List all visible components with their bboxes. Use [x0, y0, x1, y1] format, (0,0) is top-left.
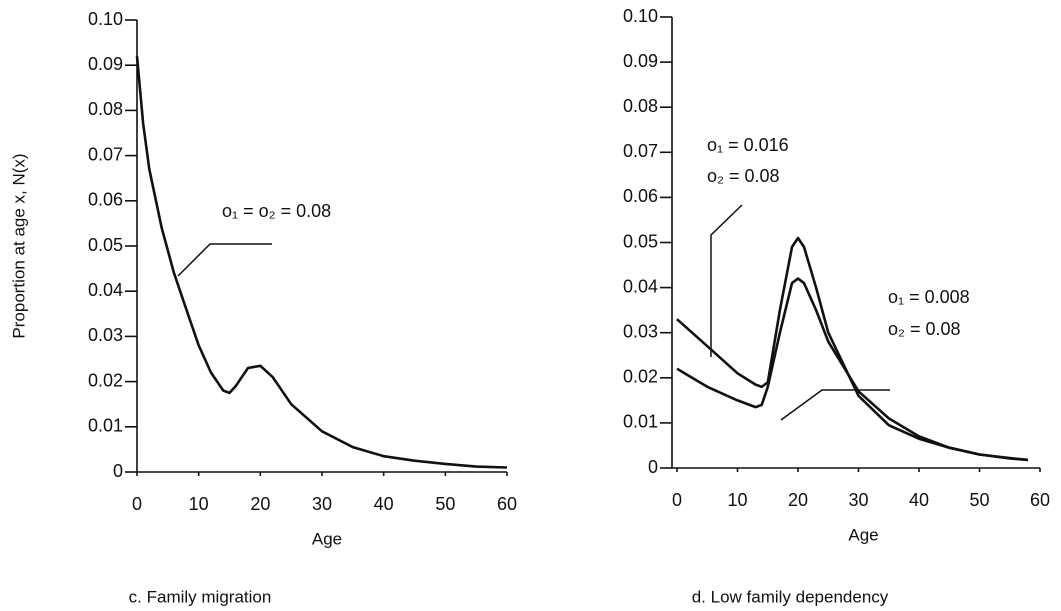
y-tick-label: 0.06 [88, 190, 123, 210]
annotation: o₁ = 0.016 [707, 135, 789, 155]
y-tick-label: 0.08 [88, 99, 123, 119]
x-tick-label: 30 [848, 490, 868, 510]
y-tick-label: 0.08 [623, 96, 658, 116]
annotation: o₁ = 0.008 [888, 287, 970, 307]
data-line [676, 236, 1029, 462]
x-axis-label: Age [848, 525, 878, 544]
y-tick-label: 0.09 [88, 54, 123, 74]
axis [136, 20, 507, 473]
y-tick-label: 0.01 [88, 416, 123, 436]
y-tick-label: 0.07 [623, 141, 658, 161]
x-tick-label: 50 [435, 494, 455, 514]
x-tick-label: 20 [788, 490, 808, 510]
y-tick-label: 0.03 [623, 321, 658, 341]
annotation: o₁ = o₂ = 0.08 [222, 201, 331, 221]
x-tick-label: 40 [909, 490, 929, 510]
y-tick-label: 0.06 [623, 186, 658, 206]
annotation: o₂ = 0.08 [707, 166, 780, 186]
y-tick-label: 0.01 [623, 412, 658, 432]
x-tick-label: 30 [312, 494, 332, 514]
x-tick-label: 10 [189, 494, 209, 514]
y-tick-label: 0.04 [88, 280, 123, 300]
y-tick-label: 0.07 [88, 144, 123, 164]
x-tick-label: 0 [672, 490, 682, 510]
y-tick-label: 0 [648, 457, 658, 477]
axis [671, 17, 1040, 469]
x-tick-label: 20 [250, 494, 270, 514]
y-tick-label: 0.03 [88, 325, 123, 345]
annotation: o₂ = 0.08 [888, 319, 961, 339]
x-axis-label: Age [312, 529, 342, 548]
x-tick-label: 0 [132, 494, 142, 514]
x-tick-label: 60 [1030, 490, 1050, 510]
leader-line [710, 204, 743, 357]
x-tick-label: 10 [727, 490, 747, 510]
x-tick-label: 50 [969, 490, 989, 510]
y-tick-label: 0.10 [88, 9, 123, 29]
y-tick-label: 0.09 [623, 51, 658, 71]
y-tick-label: 0.02 [623, 367, 658, 387]
y-axis-label: Proportion at age x, N(x) [9, 153, 28, 338]
y-tick-label: 0.05 [88, 235, 123, 255]
x-tick-label: 60 [497, 494, 517, 514]
data-line [135, 56, 508, 469]
x-tick-label: 40 [374, 494, 394, 514]
caption: d. Low family dependency [692, 587, 889, 606]
y-tick-label: 0.02 [88, 370, 123, 390]
leader-line [177, 243, 272, 277]
y-tick-label: 0 [113, 461, 123, 481]
y-tick-label: 0.10 [623, 6, 658, 26]
y-tick-label: 0.04 [623, 276, 658, 296]
data-line [676, 277, 1029, 462]
y-tick-label: 0.05 [623, 231, 658, 251]
leader-line [780, 389, 890, 421]
caption: c. Family migration [129, 587, 272, 606]
